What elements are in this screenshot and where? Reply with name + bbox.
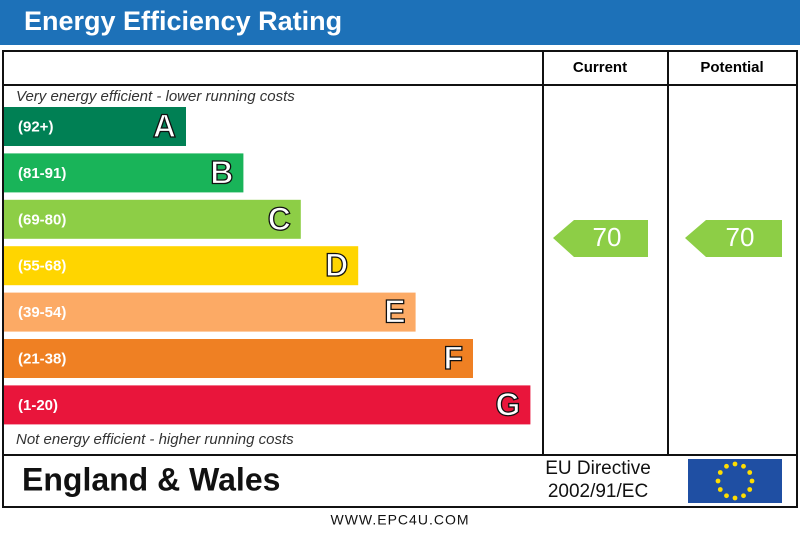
band [4,153,244,193]
eu-stars [715,461,755,501]
eu-star [732,461,738,467]
band-letter: A [153,108,176,144]
top-note: Very energy efficient - lower running co… [16,88,295,105]
region: England & Wales [22,461,280,497]
eu-star [724,493,729,499]
directive: 2002/91/EC [548,481,648,502]
eu-star [749,478,755,484]
eu-star [717,470,723,475]
current-rating: 70 [593,222,622,252]
band [4,199,301,239]
eu-star [741,493,746,499]
band [4,385,531,425]
band-range: (69-80) [18,211,66,228]
band-range: (81-91) [18,165,66,182]
band-letter: G [496,386,521,422]
column-header: Current [573,59,627,76]
column-header: Potential [700,59,763,76]
band [4,339,473,378]
band-range: (39-54) [18,304,66,321]
eu-star [724,463,729,469]
title-bar [0,0,800,45]
eu-star [732,495,738,501]
eu-star [717,487,723,492]
website: WWW.EPC4U.COM [331,512,470,528]
band [4,292,416,332]
bottom-note: Not energy efficient - higher running co… [16,431,294,448]
band-letter: E [384,294,405,330]
potential-rating: 70 [726,222,755,252]
directive: EU Directive [545,458,651,479]
eu-star [741,463,746,469]
band-letter: F [443,340,463,376]
eu-star [747,470,753,475]
current-arrow [553,220,648,257]
eu-star [747,487,753,492]
band-range: (1-20) [18,397,58,414]
band-letter: C [268,201,291,237]
potential-arrow [685,220,782,257]
band-range: (21-38) [18,350,66,367]
band-letter: B [210,154,233,190]
band [4,107,186,146]
band-letter: D [325,247,348,283]
band-range: (92+) [18,118,53,135]
band [4,246,359,286]
bands: (92+) A (81-91) B (69-80) C (55-68) D (39-54) E (2… [4,107,531,425]
band-range: (55-68) [18,258,66,275]
title: Energy Efficiency Rating [24,6,342,36]
eu-star [715,478,721,484]
